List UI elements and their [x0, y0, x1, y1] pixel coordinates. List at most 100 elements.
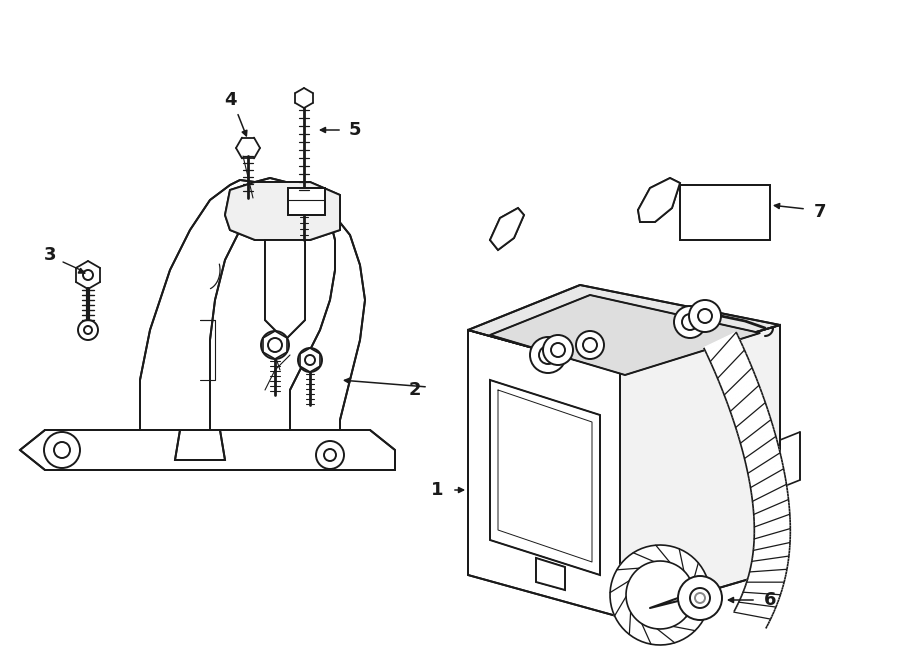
- Polygon shape: [175, 430, 225, 460]
- Polygon shape: [752, 500, 788, 506]
- Polygon shape: [706, 336, 740, 354]
- Polygon shape: [710, 346, 744, 365]
- Polygon shape: [732, 403, 767, 418]
- Text: 5: 5: [349, 121, 361, 139]
- Polygon shape: [255, 178, 365, 430]
- Polygon shape: [288, 188, 325, 215]
- Circle shape: [543, 335, 573, 365]
- Circle shape: [44, 432, 80, 468]
- Polygon shape: [754, 531, 790, 534]
- Polygon shape: [748, 575, 783, 587]
- Circle shape: [83, 270, 93, 280]
- Polygon shape: [745, 585, 779, 600]
- Polygon shape: [610, 545, 707, 645]
- Polygon shape: [753, 552, 789, 559]
- Circle shape: [316, 441, 344, 469]
- Polygon shape: [741, 596, 775, 611]
- Polygon shape: [754, 536, 790, 539]
- Circle shape: [539, 346, 557, 364]
- Polygon shape: [734, 609, 767, 629]
- Polygon shape: [754, 529, 790, 531]
- Circle shape: [583, 338, 597, 352]
- Polygon shape: [742, 443, 778, 455]
- Polygon shape: [749, 573, 784, 584]
- Polygon shape: [754, 523, 790, 526]
- Polygon shape: [754, 538, 790, 542]
- Polygon shape: [490, 380, 600, 575]
- Polygon shape: [265, 240, 305, 340]
- Polygon shape: [752, 559, 788, 566]
- Polygon shape: [753, 502, 789, 509]
- Polygon shape: [733, 406, 768, 421]
- Polygon shape: [717, 364, 752, 381]
- Circle shape: [576, 331, 604, 359]
- Circle shape: [695, 593, 705, 603]
- Circle shape: [698, 309, 712, 323]
- Polygon shape: [742, 436, 777, 449]
- Polygon shape: [468, 330, 620, 617]
- Polygon shape: [752, 554, 788, 561]
- Polygon shape: [747, 463, 783, 473]
- Circle shape: [678, 576, 722, 620]
- Polygon shape: [753, 545, 789, 551]
- Polygon shape: [753, 506, 789, 512]
- Circle shape: [261, 331, 289, 359]
- Text: 2: 2: [409, 381, 421, 399]
- Polygon shape: [742, 592, 777, 607]
- Polygon shape: [741, 433, 776, 446]
- Circle shape: [54, 442, 70, 458]
- Polygon shape: [704, 332, 738, 351]
- Polygon shape: [715, 357, 749, 375]
- Polygon shape: [752, 494, 788, 501]
- Polygon shape: [740, 598, 774, 614]
- Polygon shape: [20, 430, 395, 470]
- Text: 1: 1: [431, 481, 443, 499]
- Polygon shape: [720, 371, 755, 388]
- Polygon shape: [748, 577, 783, 590]
- Polygon shape: [752, 563, 787, 572]
- Polygon shape: [638, 178, 680, 222]
- Polygon shape: [752, 496, 788, 504]
- Polygon shape: [748, 469, 784, 479]
- Polygon shape: [754, 543, 790, 548]
- Polygon shape: [736, 605, 770, 624]
- Polygon shape: [225, 182, 340, 240]
- Polygon shape: [753, 549, 789, 556]
- Polygon shape: [620, 325, 780, 617]
- Text: 4: 4: [224, 91, 236, 109]
- Polygon shape: [716, 361, 751, 378]
- Polygon shape: [734, 409, 769, 424]
- Polygon shape: [751, 481, 787, 490]
- Circle shape: [298, 348, 322, 372]
- Polygon shape: [752, 556, 788, 564]
- Polygon shape: [719, 368, 753, 385]
- Polygon shape: [752, 490, 788, 498]
- Polygon shape: [735, 416, 771, 430]
- Circle shape: [84, 326, 92, 334]
- Polygon shape: [754, 520, 790, 524]
- Polygon shape: [754, 514, 790, 519]
- Circle shape: [689, 300, 721, 332]
- Polygon shape: [708, 343, 742, 362]
- Polygon shape: [490, 295, 760, 375]
- Circle shape: [268, 338, 282, 352]
- Circle shape: [690, 588, 710, 608]
- Polygon shape: [707, 339, 742, 358]
- Polygon shape: [729, 396, 764, 411]
- Polygon shape: [750, 569, 786, 580]
- Circle shape: [551, 343, 565, 357]
- Polygon shape: [754, 541, 790, 545]
- Polygon shape: [723, 378, 758, 395]
- Polygon shape: [739, 426, 774, 440]
- Polygon shape: [746, 581, 781, 594]
- Circle shape: [78, 320, 98, 340]
- Polygon shape: [753, 512, 790, 516]
- Polygon shape: [750, 478, 786, 487]
- Polygon shape: [751, 564, 787, 574]
- Polygon shape: [749, 571, 785, 582]
- Polygon shape: [737, 603, 770, 621]
- Polygon shape: [746, 459, 782, 470]
- Polygon shape: [744, 449, 780, 461]
- Polygon shape: [754, 533, 790, 537]
- Polygon shape: [751, 485, 787, 492]
